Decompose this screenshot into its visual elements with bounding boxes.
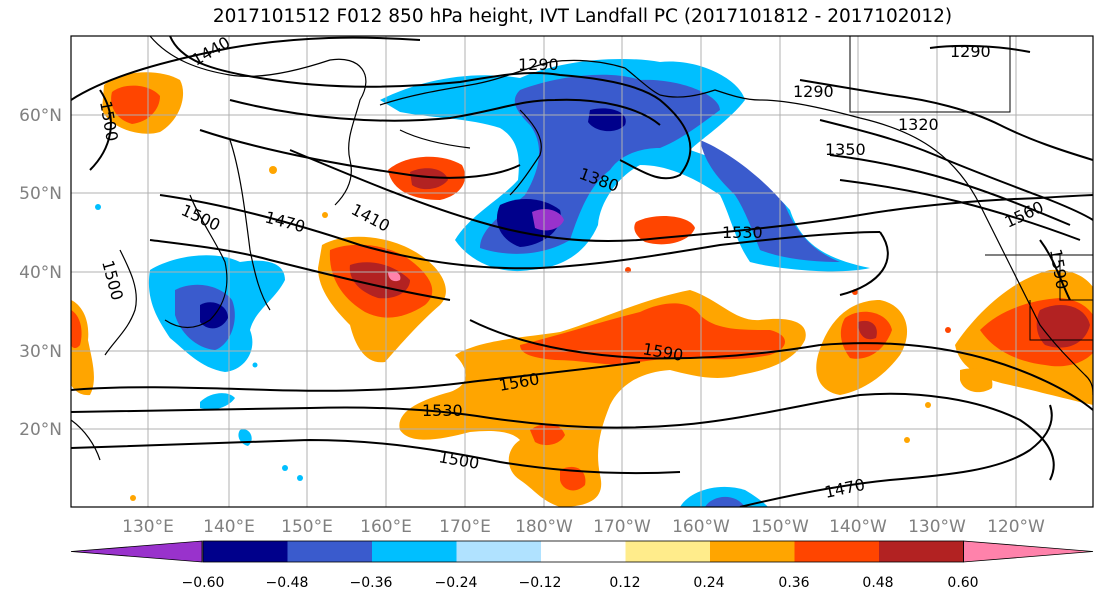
colorbar-tick: 0.36 bbox=[778, 575, 809, 591]
lon-label: 140°E bbox=[203, 517, 255, 537]
lon-label: 170°E bbox=[439, 517, 491, 537]
colorbar-tick: −0.60 bbox=[182, 575, 225, 591]
lon-label: 150°E bbox=[281, 517, 333, 537]
colorbar-tick: 0.60 bbox=[947, 575, 978, 591]
contour-label: 1530 bbox=[422, 401, 463, 420]
colorbar-segment bbox=[879, 541, 964, 562]
colorbar-segment bbox=[372, 541, 457, 562]
lon-label: 120°W bbox=[987, 517, 1045, 537]
map-frame bbox=[70, 35, 1094, 508]
colorbar-segment bbox=[625, 541, 711, 562]
colorbar-tick-labels: −0.60 −0.48 −0.36 −0.24 −0.12 0.12 0.24 … bbox=[182, 575, 979, 591]
lon-label: 160°E bbox=[360, 517, 412, 537]
colorbar-segment bbox=[203, 541, 288, 562]
colorbar-tick: −0.48 bbox=[266, 575, 309, 591]
colorbar-tick: −0.12 bbox=[519, 575, 562, 591]
colorbar-tick: 0.24 bbox=[693, 575, 724, 591]
contour-label: 1290 bbox=[793, 82, 834, 101]
colorbar-segment bbox=[456, 541, 542, 562]
lon-label: 180°W bbox=[515, 517, 573, 537]
colorbar-tick: 0.48 bbox=[862, 575, 893, 591]
colorbar bbox=[70, 540, 1094, 563]
lon-label: 140°W bbox=[829, 517, 887, 537]
colorbar-extend-max bbox=[963, 540, 1094, 563]
latitude-labels: 60°N 50°N 40°N 30°N 20°N bbox=[19, 106, 62, 440]
contour-label: 1320 bbox=[898, 115, 939, 134]
contour-label: 1530 bbox=[722, 223, 763, 242]
colorbar-outline bbox=[202, 540, 964, 563]
lon-label: 130°W bbox=[908, 517, 966, 537]
lon-label: 150°W bbox=[751, 517, 809, 537]
contour-label: 1350 bbox=[825, 140, 866, 159]
height-contours bbox=[71, 36, 1093, 507]
colorbar-extend-min bbox=[70, 540, 203, 563]
lat-label-40: 40°N bbox=[19, 263, 62, 283]
lon-label: 130°E bbox=[122, 517, 174, 537]
borders bbox=[849, 36, 1093, 341]
lat-label-50: 50°N bbox=[19, 184, 62, 204]
lat-label-60: 60°N bbox=[19, 106, 62, 126]
colorbar-tick: 0.12 bbox=[609, 575, 640, 591]
colorbar-tick: −0.36 bbox=[350, 575, 393, 591]
contour-label: 1290 bbox=[950, 42, 991, 61]
lon-label: 160°W bbox=[672, 517, 730, 537]
lon-label: 170°W bbox=[593, 517, 651, 537]
colorbar-tick: −0.24 bbox=[435, 575, 478, 591]
lat-label-30: 30°N bbox=[19, 342, 62, 362]
coastlines bbox=[71, 36, 1093, 461]
contour-label: 1290 bbox=[518, 55, 559, 74]
graticule bbox=[71, 36, 1093, 507]
map-title: 2017101512 F012 850 hPa height, IVT Land… bbox=[212, 6, 953, 27]
colorbar-segment bbox=[287, 541, 373, 562]
colorbar-segment bbox=[710, 541, 795, 562]
ivt-shading bbox=[71, 58, 1093, 507]
colorbar-segment bbox=[794, 541, 880, 562]
longitude-labels: 130°E 140°E 150°E 160°E 170°E 180°W 170°… bbox=[122, 517, 1045, 537]
lat-label-20: 20°N bbox=[19, 420, 62, 440]
colorbar-segment bbox=[541, 541, 626, 562]
map-plot-area: 1440 1290 1290 1290 1320 1350 1380 1410 … bbox=[71, 36, 1093, 507]
